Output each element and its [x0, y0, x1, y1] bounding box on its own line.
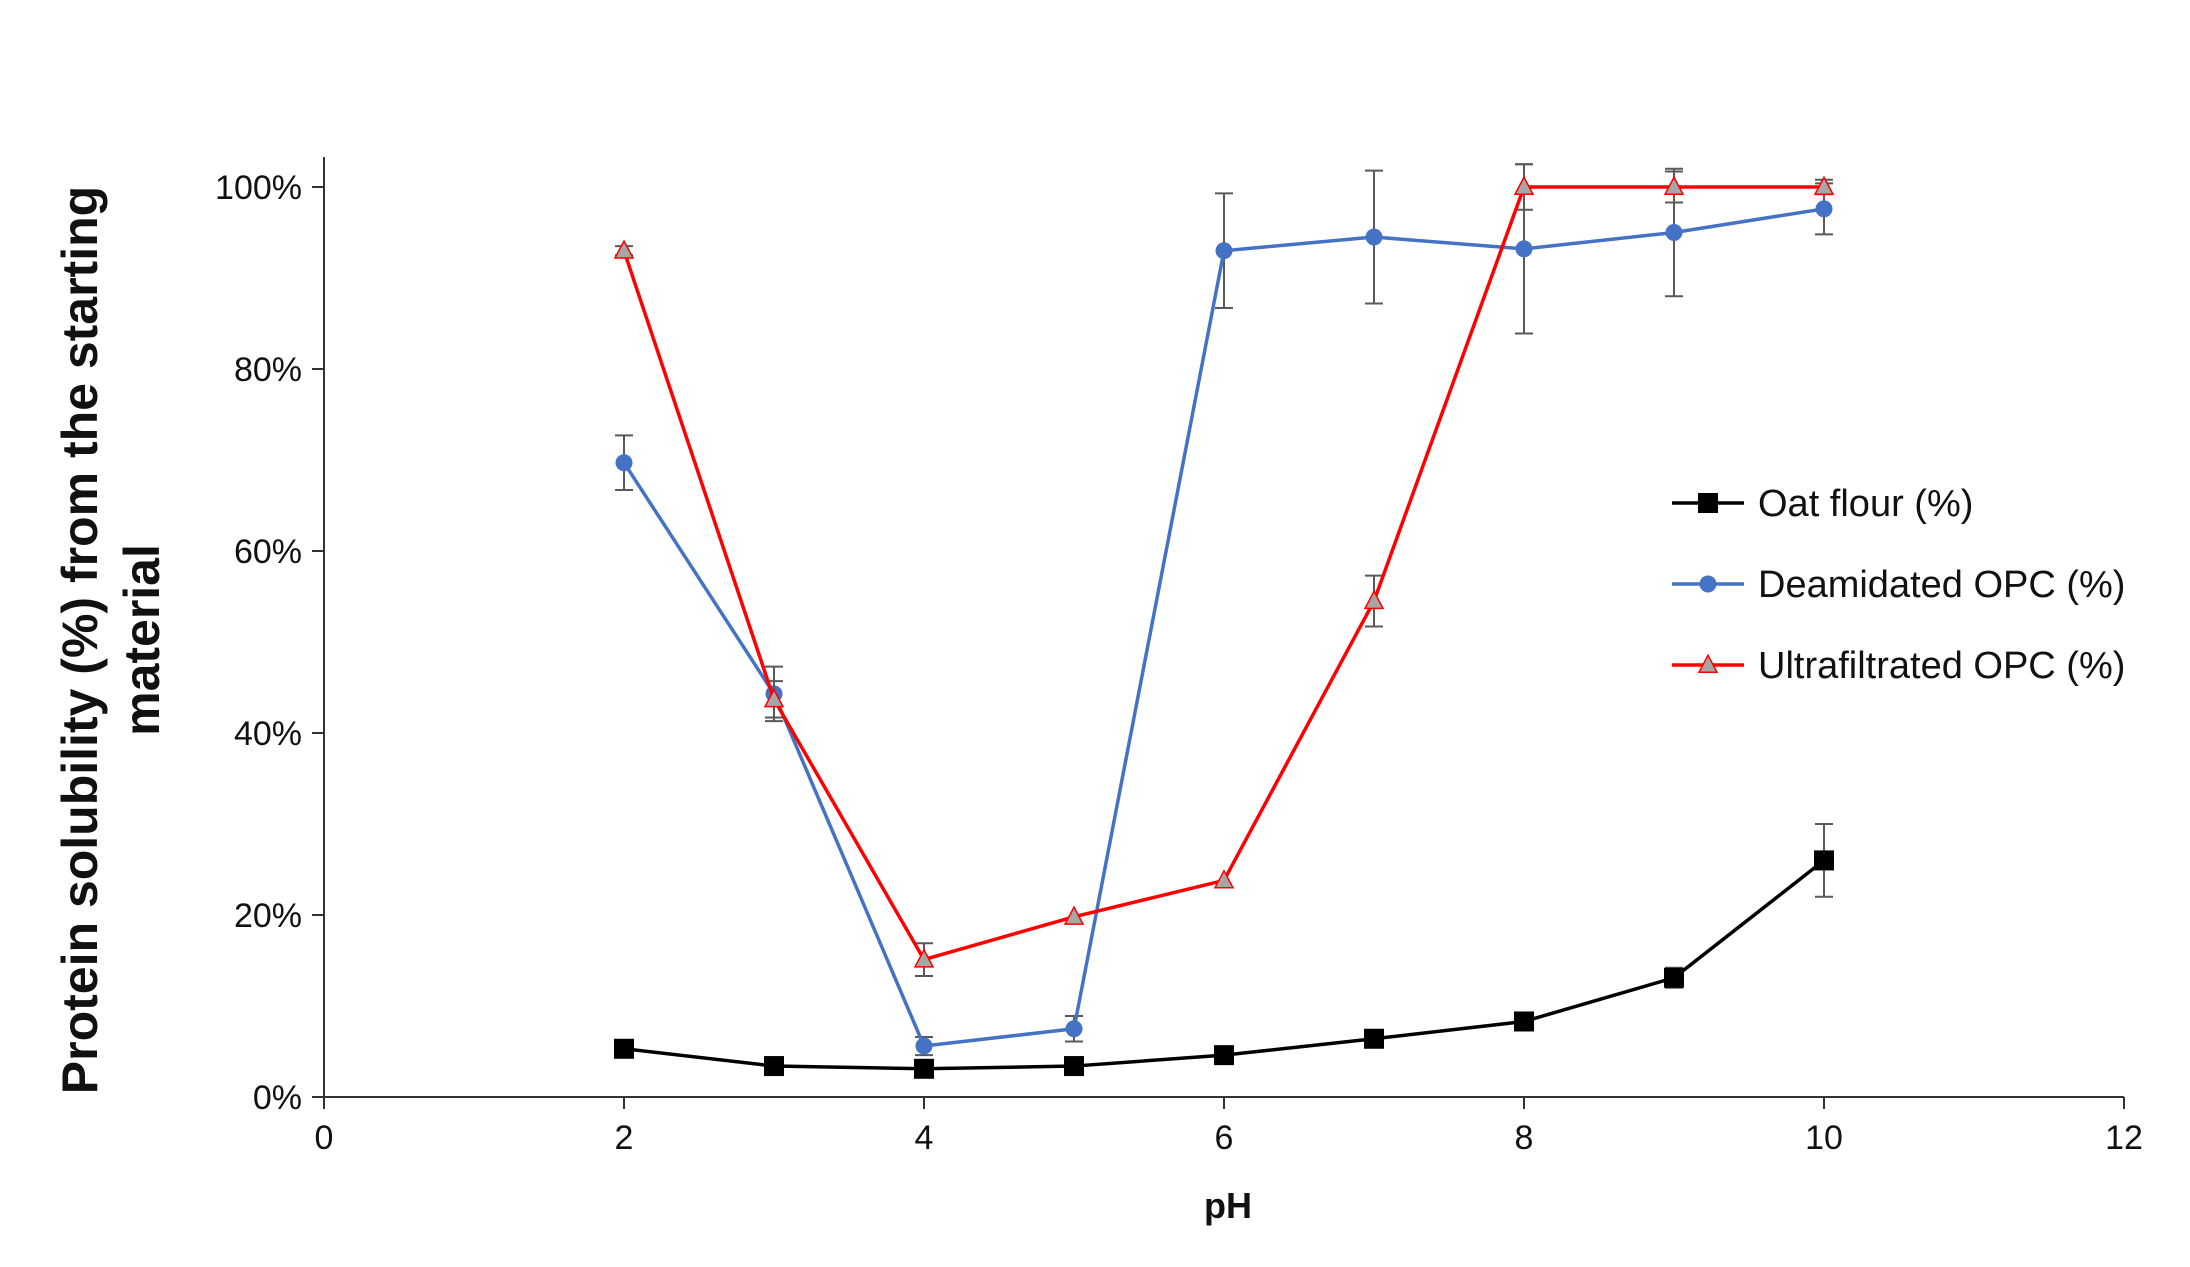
data-point	[1663, 175, 1685, 196]
data-point	[1665, 224, 1683, 241]
legend-label: Deamidated OPC (%)	[1758, 564, 2125, 606]
data-point	[1213, 869, 1235, 889]
series-line	[623, 859, 1826, 1071]
data-point	[1365, 228, 1383, 246]
y-axis-title: Protein solubility (%) from the starting…	[52, 186, 170, 1094]
data-point	[1664, 967, 1684, 988]
x-tick-label: 12	[2105, 1119, 2143, 1157]
legend-label: Oat flour (%)	[1758, 483, 1973, 525]
data-point	[1065, 1020, 1083, 1038]
x-axis-title: pH	[1204, 1185, 1252, 1226]
legend-marker	[1697, 653, 1719, 674]
x-tick-label: 10	[1805, 1119, 1843, 1157]
data-point	[1814, 850, 1834, 871]
legend-item-1: Deamidated OPC (%)	[1672, 564, 2125, 606]
series-1	[615, 163, 1833, 1057]
x-tick-label: 8	[1515, 1119, 1534, 1157]
y-tick-label: 80%	[234, 351, 302, 389]
axis-titles: pH Protein solubility (%) from the starti…	[52, 186, 1252, 1226]
y-axis-title-line: material	[114, 544, 170, 736]
legend-marker	[1699, 575, 1717, 593]
y-tick-label: 0%	[253, 1079, 302, 1117]
data-point	[1215, 242, 1233, 260]
data-point	[913, 948, 935, 968]
series-2	[613, 163, 1835, 977]
legend-marker	[1698, 493, 1718, 513]
y-tick-label: 20%	[234, 897, 302, 935]
axes: 0% 20% 40% 60% 80% 100% 0 2 4 6 8 10 12	[215, 157, 2143, 1157]
data-point	[1214, 1045, 1234, 1066]
data-point	[1063, 905, 1085, 925]
x-tick-label: 6	[1215, 1119, 1234, 1157]
data-point	[1363, 589, 1385, 610]
data-point	[1813, 175, 1835, 196]
data-point	[1514, 1011, 1534, 1032]
data-point	[914, 1058, 934, 1079]
legend-item-2: Ultrafiltrated OPC (%)	[1672, 645, 2125, 687]
y-tick-label: 100%	[215, 169, 302, 207]
data-point	[613, 239, 635, 259]
series-line	[622, 207, 1825, 1048]
legend-item-0: Oat flour (%)	[1672, 483, 1973, 525]
data-point	[614, 1038, 634, 1059]
data-point	[1515, 240, 1533, 258]
data-point	[1815, 200, 1833, 218]
x-tick-label: 0	[315, 1119, 334, 1157]
data-point	[1364, 1028, 1384, 1049]
series-0	[614, 823, 1834, 1079]
y-tick-label: 60%	[234, 533, 302, 571]
data-point	[1513, 175, 1535, 196]
data-point	[1064, 1056, 1084, 1077]
legend-label: Ultrafiltrated OPC (%)	[1758, 645, 2125, 687]
data-point	[764, 1056, 784, 1077]
y-axis-title-line: Protein solubility (%) from the starting	[52, 186, 108, 1094]
plot-area	[613, 163, 1835, 1079]
legend: Oat flour (%) Deamidated OPC (%) Ultrafilt…	[1672, 483, 2125, 687]
x-tick-label: 4	[915, 1119, 934, 1157]
data-point	[615, 454, 633, 472]
data-point	[915, 1037, 933, 1055]
x-tick-label: 2	[615, 1119, 634, 1157]
y-tick-label: 40%	[234, 715, 302, 753]
data-point	[763, 688, 785, 708]
